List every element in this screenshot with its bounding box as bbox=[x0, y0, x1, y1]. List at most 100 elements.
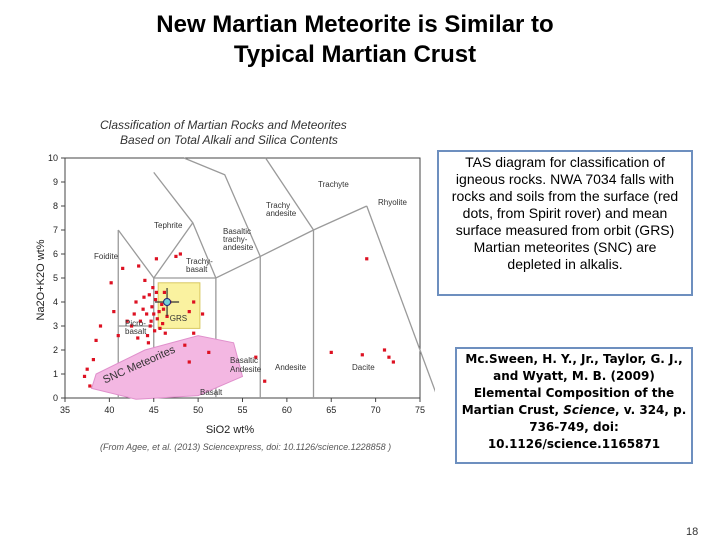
data-point-0-32 bbox=[98, 324, 103, 328]
grs-label: GRS bbox=[170, 314, 187, 323]
reference-text-part-2: , v. 324, p. 736-749, doi: 10.1126/scien… bbox=[487, 403, 687, 451]
data-point-0-31 bbox=[116, 334, 120, 338]
data-point-0-49 bbox=[329, 350, 333, 354]
x-tick-label-35: 35 bbox=[60, 405, 70, 415]
x-tick-label-55: 55 bbox=[237, 405, 247, 415]
grs-range-box bbox=[157, 282, 201, 329]
y-tick-label-2: 2 bbox=[53, 345, 58, 355]
grs-mean-point bbox=[163, 298, 172, 306]
field-boundary-8 bbox=[366, 205, 435, 393]
x-axis-title: SiO2 wt% bbox=[206, 424, 255, 436]
field-label-basaltic-trachy-andesite-3: andesite bbox=[223, 243, 254, 252]
data-point-0-6 bbox=[162, 290, 166, 294]
field-label-trachyte: Trachyte bbox=[318, 180, 349, 189]
field-label-trachy-andesite-2: andesite bbox=[266, 209, 297, 218]
slide-title-line-1: New Martian Meteorite is Similar to bbox=[156, 11, 554, 38]
data-point-0-47 bbox=[254, 355, 258, 359]
x-tick-label-65: 65 bbox=[326, 405, 336, 415]
data-point-0-56 bbox=[174, 254, 178, 258]
data-point-0-44 bbox=[183, 343, 187, 347]
data-point-0-41 bbox=[154, 257, 159, 261]
x-tick-label-60: 60 bbox=[282, 405, 292, 415]
data-point-0-22 bbox=[143, 278, 147, 282]
field-label-dacite: Dacite bbox=[352, 363, 375, 372]
data-point-0-51 bbox=[387, 355, 391, 359]
figure-title: Classification of Martian Rocks and Mete… bbox=[100, 118, 347, 148]
y-tick-label-4: 4 bbox=[53, 297, 58, 307]
plot-frame bbox=[64, 157, 421, 399]
y-tick-label-8: 8 bbox=[53, 201, 58, 211]
data-point-0-21 bbox=[158, 326, 162, 330]
field-label-trachy-basalt-2: basalt bbox=[186, 265, 208, 274]
y-tick-label-5: 5 bbox=[53, 273, 58, 283]
x-tick-label-70: 70 bbox=[371, 405, 381, 415]
data-point-0-9 bbox=[161, 322, 165, 326]
data-point-0-12 bbox=[138, 319, 143, 323]
data-point-0-43 bbox=[200, 312, 205, 316]
data-point-0-37 bbox=[88, 384, 92, 388]
slide-title-line-2: Typical Martian Crust bbox=[233, 41, 477, 68]
tas-diagram: SNC Meteorites GRS 35 40 45 50 55 60 65 70 75 01… bbox=[35, 153, 435, 436]
data-point-0-48 bbox=[263, 379, 267, 383]
data-point-0-33 bbox=[94, 338, 98, 342]
data-point-0-0 bbox=[147, 293, 151, 297]
figure-title-line-1: Classification of Martian Rocks and Mete… bbox=[100, 118, 347, 132]
data-point-0-5 bbox=[160, 302, 164, 306]
data-point-0-10 bbox=[148, 324, 152, 328]
data-point-0-55 bbox=[187, 360, 191, 364]
data-point-0-38 bbox=[109, 281, 113, 285]
data-point-0-2 bbox=[150, 305, 154, 309]
data-point-0-54 bbox=[365, 257, 369, 261]
x-axis-ticks: 35 40 45 50 55 60 65 70 75 bbox=[60, 398, 425, 415]
y-axis-ticks: 0 1 2 3 4 5 6 7 8 9 10 bbox=[48, 153, 65, 403]
data-point-0-42 bbox=[187, 310, 191, 314]
figure-caption: (From Agee, et al. (2013) Sciencexpress,… bbox=[100, 442, 392, 452]
field-label-foidite: Foidite bbox=[94, 252, 119, 261]
reference-journal: Science bbox=[563, 403, 616, 417]
data-point-0-36 bbox=[82, 374, 87, 378]
data-point-0-18 bbox=[132, 312, 136, 316]
slide-title: New Martian Meteorite is Similar to Typi… bbox=[60, 10, 650, 70]
page-number: 18 bbox=[686, 526, 699, 538]
tas-description-text: TAS diagram for classification of igneou… bbox=[451, 154, 679, 272]
data-point-0-35 bbox=[85, 367, 89, 371]
x-tick-label-75: 75 bbox=[415, 405, 425, 415]
data-point-0-11 bbox=[141, 307, 145, 311]
data-point-0-50 bbox=[360, 353, 364, 357]
data-point-0-4 bbox=[145, 312, 149, 316]
data-point-0-39 bbox=[121, 266, 125, 270]
y-tick-label-7: 7 bbox=[53, 225, 58, 235]
field-label-basaltic-trachy-andesite-2: trachy- bbox=[223, 235, 248, 244]
field-label-picro-basalt-1: Picro- bbox=[125, 319, 146, 328]
data-point-0-53 bbox=[382, 348, 387, 352]
data-point-0-13 bbox=[165, 314, 169, 318]
reference-box: Mc.Sween, H. Y., Jr., Taylor, G. J., and… bbox=[455, 347, 693, 464]
y-tick-label-9: 9 bbox=[53, 177, 58, 187]
data-point-0-58 bbox=[192, 300, 196, 304]
data-point-0-26 bbox=[149, 319, 153, 323]
data-point-0-28 bbox=[161, 307, 166, 311]
data-point-0-17 bbox=[142, 295, 146, 299]
field-label-trachy-andesite-1: Trachy bbox=[266, 201, 290, 210]
field-label-tephrite: Tephrite bbox=[154, 221, 183, 230]
data-point-0-27 bbox=[154, 290, 159, 294]
data-point-0-34 bbox=[91, 358, 95, 362]
figure-title-line-2: Based on Total Alkali and Silica Content… bbox=[120, 133, 338, 147]
data-point-0-1 bbox=[153, 298, 158, 302]
data-point-0-3 bbox=[157, 310, 161, 314]
field-label-basaltic-andesite-2: Andesite bbox=[230, 365, 262, 374]
data-point-0-23 bbox=[163, 331, 167, 335]
data-point-0-25 bbox=[152, 312, 156, 316]
x-tick-label-40: 40 bbox=[104, 405, 114, 415]
x-tick-label-50: 50 bbox=[193, 405, 203, 415]
data-point-0-29 bbox=[146, 341, 151, 345]
y-tick-label-10: 10 bbox=[48, 153, 58, 163]
field-boundary-7 bbox=[265, 157, 315, 398]
field-label-andesite: Andesite bbox=[275, 363, 307, 372]
y-tick-label-6: 6 bbox=[53, 249, 58, 259]
field-label-picro-basalt-2: basalt bbox=[125, 327, 147, 336]
data-point-0-20 bbox=[136, 336, 140, 340]
data-point-0-8 bbox=[155, 317, 159, 321]
field-boundary-6 bbox=[183, 157, 261, 398]
data-point-0-14 bbox=[153, 329, 157, 333]
